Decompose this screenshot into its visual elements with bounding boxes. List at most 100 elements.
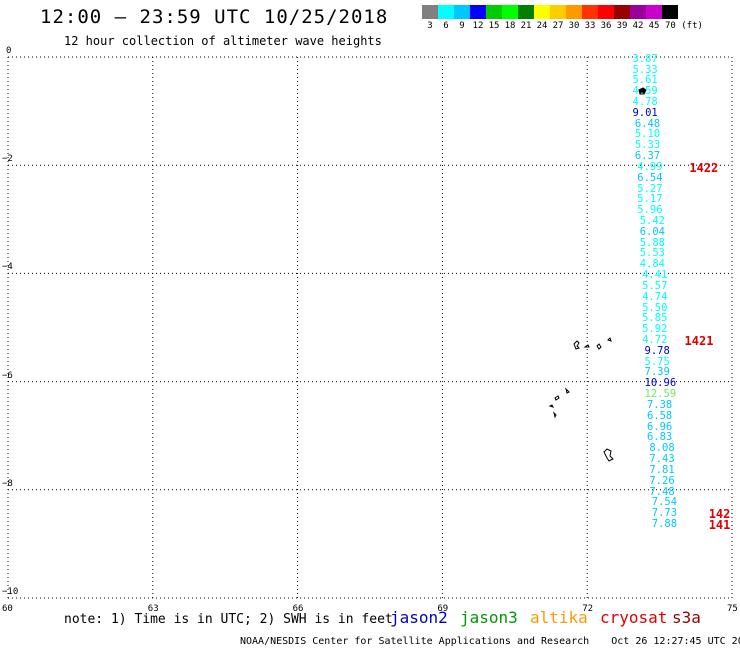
wave-height-label: 7.81 bbox=[649, 463, 675, 476]
color-swatch bbox=[502, 5, 518, 19]
wave-height-label: 6.54 bbox=[637, 171, 663, 184]
pass-number-label: 141 bbox=[708, 517, 731, 532]
wave-height-label: 5.42 bbox=[639, 215, 665, 227]
wave-height-label: 5.53 bbox=[639, 247, 665, 260]
color-scale-label: 12 bbox=[472, 21, 484, 31]
wave-height-label: 6.83 bbox=[646, 431, 673, 444]
color-scale-label: 30 bbox=[568, 21, 580, 31]
color-swatch bbox=[422, 5, 438, 19]
x-tick-label: 69 bbox=[437, 604, 449, 614]
satellite-legend-item: jason3 bbox=[460, 608, 518, 627]
color-scale-label: 33 bbox=[584, 21, 596, 31]
y-tick-label: −10 bbox=[2, 587, 19, 597]
footer-note: note: 1) Time is in UTC; 2) SWH is in fe… bbox=[64, 612, 393, 627]
wave-height-label: 9.78 bbox=[644, 344, 670, 357]
color-swatch bbox=[550, 5, 566, 19]
color-swatch bbox=[662, 5, 678, 19]
wave-height-label: 5.85 bbox=[642, 312, 668, 325]
island-shape bbox=[596, 343, 602, 350]
pass-number-label: 1421 bbox=[684, 334, 714, 349]
y-tick-label: −4 bbox=[2, 262, 13, 273]
y-tick-label: −6 bbox=[2, 370, 13, 381]
wave-height-label: 5.33 bbox=[634, 139, 661, 152]
color-swatch bbox=[486, 5, 502, 19]
x-tick-label: 63 bbox=[147, 604, 159, 614]
wave-height-label: 7.88 bbox=[651, 517, 678, 530]
island-shape bbox=[638, 87, 647, 95]
wave-height-label: 5.27 bbox=[637, 182, 663, 195]
island-shape bbox=[554, 395, 560, 401]
color-scale-label: 39 bbox=[616, 21, 628, 31]
y-tick-label: −8 bbox=[2, 478, 13, 489]
satellite-legend-item: s3a bbox=[672, 608, 701, 627]
wave-height-label: 6.96 bbox=[646, 420, 673, 433]
island-shape bbox=[583, 344, 590, 348]
wave-height-label: 4.41 bbox=[642, 269, 668, 282]
wave-height-label: 4.72 bbox=[642, 334, 668, 347]
color-scale-label: 24 bbox=[536, 21, 548, 31]
satellite-legend-item: cryosat bbox=[600, 608, 668, 627]
wave-height-label: 5.50 bbox=[642, 301, 668, 314]
credit-text: NOAA/NESDIS Center for Satellite Applica… bbox=[240, 636, 590, 647]
island-shape bbox=[548, 404, 554, 408]
color-scale-label: 3 bbox=[427, 21, 433, 31]
map-title: 12:00 – 23:59 UTC 10/25/2018 bbox=[40, 6, 389, 28]
wave-height-label: 5.17 bbox=[637, 193, 663, 206]
wave-height-label: 4.74 bbox=[642, 290, 668, 303]
wave-height-label: 5.88 bbox=[639, 236, 665, 249]
wave-height-label: 5.57 bbox=[642, 279, 668, 292]
wave-height-label: 10.96 bbox=[644, 377, 677, 390]
island-shape bbox=[565, 387, 570, 394]
y-tick-label: 0 bbox=[6, 46, 12, 56]
color-swatch bbox=[614, 5, 630, 19]
island-shape bbox=[607, 337, 612, 342]
wave-height-label: 8.08 bbox=[649, 442, 675, 455]
color-scale-label: 42 bbox=[632, 21, 644, 31]
wave-height-label: 4.99 bbox=[637, 160, 663, 173]
wave-height-label: 4.78 bbox=[632, 95, 658, 108]
satellite-legend-item: jason2 bbox=[390, 608, 448, 627]
credit-timestamp: Oct 26 12:27:45 UTC 2018 bbox=[611, 636, 740, 647]
wave-height-label: 5.96 bbox=[637, 204, 663, 217]
wave-height-label: 6.37 bbox=[634, 150, 661, 163]
color-swatch bbox=[454, 5, 470, 19]
wave-height-label: 12.59 bbox=[644, 388, 677, 401]
color-swatch bbox=[566, 5, 582, 19]
color-scale-label: 6 bbox=[443, 21, 449, 31]
color-scale-label: 15 bbox=[488, 21, 500, 31]
color-scale-label: 36 bbox=[600, 21, 612, 31]
color-scale-label: 9 bbox=[459, 21, 465, 31]
x-tick-label: 66 bbox=[292, 604, 304, 614]
wave-height-label: 5.61 bbox=[632, 74, 658, 87]
island-shape bbox=[553, 411, 557, 419]
grid-lines bbox=[7, 56, 733, 599]
wave-height-label: 5.92 bbox=[642, 323, 668, 336]
wave-height-label: 6.48 bbox=[634, 117, 661, 130]
wave-height-label: 7.26 bbox=[649, 474, 675, 487]
wave-height-label: 4.84 bbox=[639, 258, 665, 271]
wave-height-label: 6.58 bbox=[646, 409, 673, 422]
wave-height-label: 6.04 bbox=[639, 225, 665, 238]
color-swatch bbox=[534, 5, 550, 19]
footer-credit: NOAA/NESDIS Center for Satellite Applica… bbox=[240, 636, 740, 647]
wave-height-label: 9.01 bbox=[632, 106, 658, 119]
color-swatch bbox=[598, 5, 614, 19]
pass-number-label: 142 bbox=[708, 507, 731, 522]
color-scale-label: 70 (ft) bbox=[665, 21, 703, 31]
color-scale-labels: 3 6 9 12 15 18 21 24 27 30 33 36 39 42 45 70 (ft) bbox=[422, 21, 703, 31]
wave-height-label: 7.73 bbox=[651, 507, 678, 520]
color-swatch bbox=[582, 5, 598, 19]
wave-height-label: 7.54 bbox=[651, 496, 678, 509]
color-scale-bar bbox=[422, 5, 678, 19]
x-tick-label: 60 bbox=[2, 604, 13, 614]
wave-height-label: 7.43 bbox=[649, 453, 675, 466]
color-swatch bbox=[438, 5, 454, 19]
color-scale-label: 27 bbox=[552, 21, 564, 31]
satellite-legend-item: altika bbox=[530, 608, 588, 627]
pass-number-label: 1422 bbox=[689, 160, 719, 175]
wave-height-label: 7.38 bbox=[646, 398, 673, 411]
coastline-islands bbox=[548, 87, 647, 462]
color-swatch bbox=[630, 5, 646, 19]
wave-height-label: 3.87 bbox=[632, 52, 658, 65]
